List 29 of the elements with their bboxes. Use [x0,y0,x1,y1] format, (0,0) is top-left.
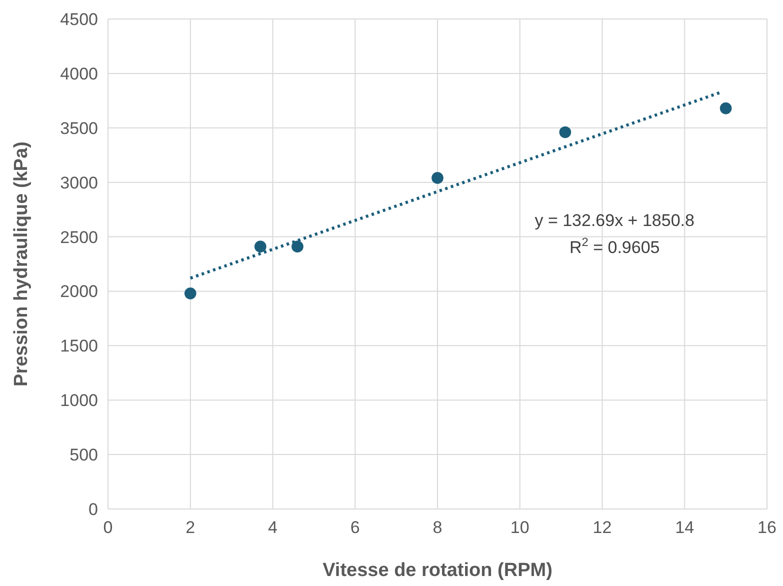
x-tick-label: 14 [675,518,694,537]
x-tick-label: 4 [268,518,278,537]
x-axis-title: Vitesse de rotation (RPM) [322,560,552,581]
y-tick-label: 3000 [60,173,98,192]
point [292,240,304,252]
x-tick-label: 10 [510,518,530,537]
point [720,102,732,114]
x-tick-label: 8 [432,518,442,537]
x-tick-label: 6 [350,518,360,537]
x-tick-label: 16 [758,518,776,537]
y-tick-label: 1500 [60,336,98,356]
y-tick-label: 2500 [60,228,98,247]
annotation: R$^{2}$ = 0.9605 [569,234,660,257]
x-tick-label: 12 [592,518,612,537]
y-tick-label: 2000 [60,282,98,302]
point [559,126,572,138]
y-tick-label: 4000 [60,64,98,84]
y-tick-label: 1000 [60,391,98,410]
y-tick-label: 0 [88,500,98,519]
point [254,240,266,252]
point [184,287,196,300]
y-tick-label: 500 [70,446,98,465]
y-tick-label: 4500 [60,10,98,29]
y-axis-title: Pression hydraulique (kPa) [11,142,32,386]
annotation: y = 132.69x + 1850.8 [534,210,694,230]
x-tick-label: 0 [103,518,113,537]
x-tick-label: 2 [186,518,196,537]
y-tick-label: 3500 [60,118,98,138]
point [432,172,444,184]
